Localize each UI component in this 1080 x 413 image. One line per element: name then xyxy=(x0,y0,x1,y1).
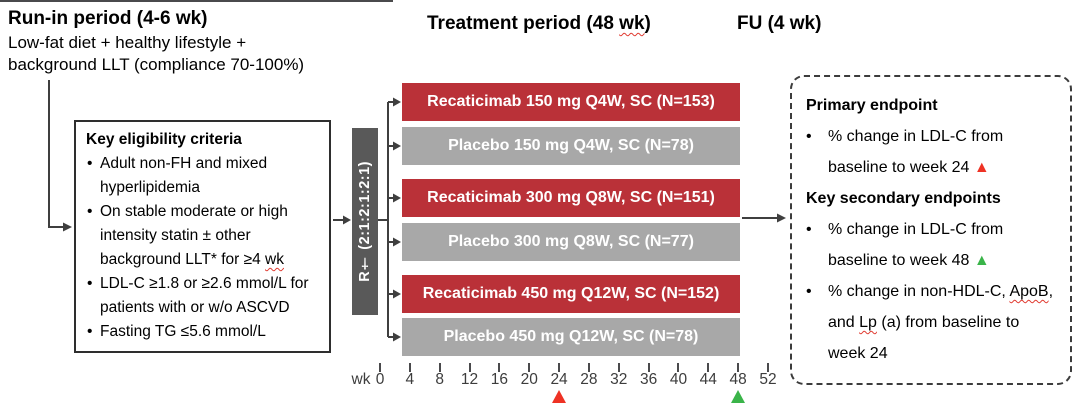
eligibility-bullet-1-text: Adult non-FH and mixed hyperlipidemia xyxy=(100,155,268,196)
green-triangle-icon: ▲ xyxy=(973,252,990,269)
axis-tick-label: 12 xyxy=(460,371,479,388)
arm-placebo-450mg-q12w: Placebo 450 mg Q12W, SC (N=78) xyxy=(402,318,740,356)
week48-green-triangle-icon xyxy=(731,390,746,403)
bullet-icon: • xyxy=(806,283,812,300)
axis-tick xyxy=(617,363,620,372)
secondary-endpoint-2-lp: Lp xyxy=(859,314,877,331)
arm-label: Recaticimab 150 mg Q4W, SC (N=153) xyxy=(427,93,715,110)
axis-tick xyxy=(379,363,381,372)
primary-endpoint-bullet: • % change in LDL-C from baseline to wee… xyxy=(806,121,1060,183)
secondary-endpoint-2-b: , and xyxy=(828,283,1054,331)
treatment-title-paren: ) xyxy=(644,13,651,34)
eligibility-bullet-1: • Adult non-FH and mixed hyperlipidemia xyxy=(86,152,325,200)
eligibility-bullet-3-text: LDL-C ≥1.8 or ≥2.6 mmol/L for patients w… xyxy=(100,275,309,316)
secondary-endpoint-bullet-2: • % change in non-HDL-C, ApoB, and Lp (a… xyxy=(806,276,1060,369)
treatment-period-title: Treatment period (48 wk) xyxy=(427,13,651,35)
axis-baseline xyxy=(0,0,393,2)
eligibility-criteria-box: Key eligibility criteria • Adult non-FH … xyxy=(74,120,331,353)
eligibility-bullet-2-text: On stable moderate or high intensity sta… xyxy=(100,203,288,268)
secondary-endpoints-title: Key secondary endpoints xyxy=(806,190,1001,207)
axis-tick xyxy=(468,363,471,372)
eligibility-bullet-4-text: Fasting TG ≤5.6 mmol/L xyxy=(100,323,266,340)
arm-label: Recaticimab 450 mg Q12W, SC (N=152) xyxy=(422,285,720,302)
axis-tick-label: 52 xyxy=(759,371,777,388)
axis-tick-label: 8 xyxy=(435,371,444,388)
axis-tick-label: 32 xyxy=(610,371,628,388)
runin-to-eligibility-connector xyxy=(48,80,63,228)
treatment-title-text: Treatment period (48 xyxy=(427,13,620,34)
randomization-box: R† (2:1:2:1:2:1) xyxy=(352,128,378,315)
axis-tick-label: 40 xyxy=(669,371,688,388)
arm-recaticimab-300mg-q8w: Recaticimab 300 mg Q8W, SC (N=151) xyxy=(402,179,740,217)
week24-red-triangle-icon xyxy=(552,390,567,403)
bullet-icon: • xyxy=(87,155,93,172)
secondary-endpoint-2-a: % change in non-HDL-C, xyxy=(828,283,1010,300)
bullet-icon: • xyxy=(87,323,93,340)
arm-label: Placebo 150 mg Q4W, SC (N=78) xyxy=(448,137,694,154)
eligibility-bullet-2-pre: On stable moderate or high intensity sta… xyxy=(100,203,288,268)
secondary-endpoint-2-c: (a) from baseline to week 24 xyxy=(828,314,1020,362)
primary-endpoint-body: % change in LDL-C from baseline to week … xyxy=(828,128,1004,176)
axis-unit-label: wk xyxy=(351,371,371,388)
bullet-icon: • xyxy=(806,221,812,238)
red-triangle-icon: ▲ xyxy=(973,159,990,176)
bullet-icon: • xyxy=(87,203,93,220)
axis-tick-label: 4 xyxy=(405,371,415,388)
arm-recaticimab-450mg-q12w: Recaticimab 450 mg Q12W, SC (N=152) xyxy=(402,275,740,313)
secondary-endpoint-1-text: % change in LDL-C from baseline to week … xyxy=(828,214,1060,276)
axis-tick-label: 44 xyxy=(699,371,717,388)
eligibility-bullet-3: • LDL-C ≥1.8 or ≥2.6 mmol/L for patients… xyxy=(86,272,325,320)
bullet-icon: • xyxy=(87,275,93,292)
followup-period-title: FU (4 wk) xyxy=(737,13,822,34)
arm-label: Placebo 450 mg Q12W, SC (N=78) xyxy=(443,328,699,345)
axis-tick-label: 36 xyxy=(639,371,658,388)
arm-placebo-300mg-q8w: Placebo 300 mg Q8W, SC (N=77) xyxy=(402,223,740,261)
axis-tick-label: 28 xyxy=(580,371,598,388)
axis-tick xyxy=(408,363,411,372)
axis-tick-label: 48 xyxy=(729,371,747,388)
axis-tick xyxy=(498,363,501,372)
axis-tick xyxy=(677,363,680,372)
axis-tick xyxy=(587,363,590,372)
eligibility-bullet-2-wk: wk xyxy=(265,251,284,268)
axis-tick-label: 16 xyxy=(490,371,508,388)
secondary-endpoint-bullet-1: • % change in LDL-C from baseline to wee… xyxy=(806,214,1060,276)
secondary-endpoint-1-body: % change in LDL-C from baseline to week … xyxy=(828,221,1004,269)
axis-tick xyxy=(528,363,531,372)
axis-tick xyxy=(558,363,561,372)
primary-endpoint-title: Primary endpoint xyxy=(806,97,938,114)
endpoints-box: Primary endpoint • % change in LDL-C fro… xyxy=(790,75,1072,385)
eligibility-title: Key eligibility criteria xyxy=(86,131,242,148)
axis-tick xyxy=(767,363,769,372)
axis-tick xyxy=(647,363,650,372)
arm-label: Recaticimab 300 mg Q8W, SC (N=151) xyxy=(427,189,715,206)
eligibility-bullet-2: • On stable moderate or high intensity s… xyxy=(86,200,325,272)
runin-period-title: Run-in period (4-6 wk) xyxy=(8,8,208,29)
axis-tick-label: 20 xyxy=(520,371,538,388)
arm-placebo-150mg-q4w: Placebo 150 mg Q4W, SC (N=78) xyxy=(402,127,740,165)
bullet-icon: • xyxy=(806,128,812,145)
arm-recaticimab-150mg-q4w: Recaticimab 150 mg Q4W, SC (N=153) xyxy=(402,83,740,121)
eligibility-bullet-4: • Fasting TG ≤5.6 mmol/L xyxy=(86,320,325,344)
runin-period-description: Low-fat diet + healthy lifestyle + backg… xyxy=(8,33,305,74)
axis-tick xyxy=(737,363,740,372)
axis-tick xyxy=(438,363,441,372)
primary-endpoint-text: % change in LDL-C from baseline to week … xyxy=(828,121,1060,183)
secondary-endpoint-2-apob: ApoB xyxy=(1009,283,1049,300)
axis-tick-label: 24 xyxy=(550,371,568,388)
treatment-title-wk: wk xyxy=(619,13,645,34)
randomization-label: R† (2:1:2:1:2:1) xyxy=(357,161,373,282)
axis-tick-label: 0 xyxy=(375,371,385,388)
arm-label: Placebo 300 mg Q8W, SC (N=77) xyxy=(448,233,694,250)
axis-tick xyxy=(707,363,710,372)
secondary-endpoint-2-text: % change in non-HDL-C, ApoB, and Lp (a) … xyxy=(828,276,1060,369)
